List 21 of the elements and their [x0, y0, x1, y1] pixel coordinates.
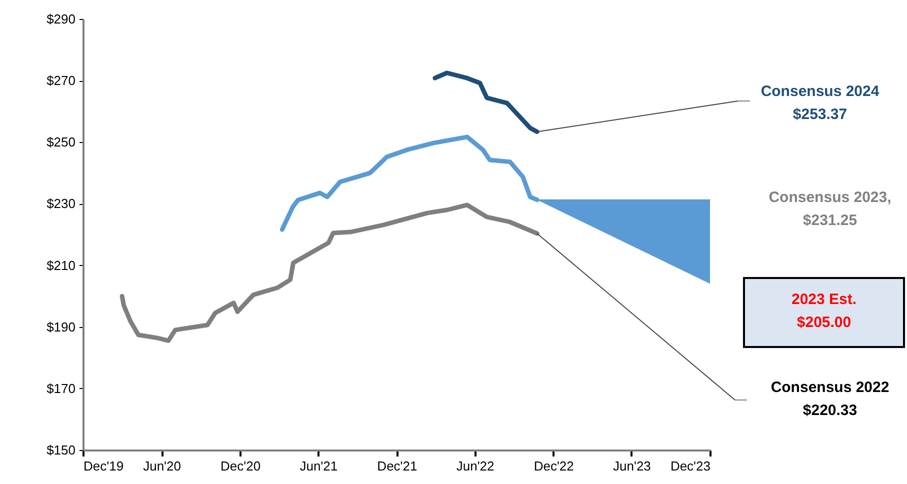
y-tick-label: $190 — [46, 319, 76, 334]
x-tick-label: Dec'19 — [84, 458, 124, 474]
y-tick-label: $210 — [46, 258, 76, 273]
y-tick-label: $170 — [46, 380, 76, 396]
text: Consensus 2022 $220.33 — [770, 379, 890, 419]
x-tick-label: Dec'22 — [534, 458, 574, 474]
y-tick-label: $270 — [46, 73, 76, 88]
y-tick-label: $250 — [46, 134, 76, 150]
y-tick-label: $150 — [46, 442, 76, 458]
x-tick-label: Dec'20 — [220, 458, 261, 474]
x-tick-label: Jun'22 — [456, 458, 494, 474]
text: Consensus 2024 $253.37 — [760, 83, 880, 123]
x-tick-label: Dec'21 — [377, 458, 418, 474]
x-tick-label: Jun'20 — [143, 458, 181, 474]
text: Consensus 2023, $231.25 — [768, 189, 892, 229]
x-tick-label: Jun'23 — [613, 458, 651, 474]
y-tick-label: $290 — [46, 12, 76, 26]
text: 2023 Est. $205.00 — [791, 291, 857, 331]
y-tick-label: $230 — [46, 196, 76, 212]
x-tick-label: Dec'23 — [670, 458, 710, 474]
x-tick-label: Jun'21 — [300, 458, 338, 474]
